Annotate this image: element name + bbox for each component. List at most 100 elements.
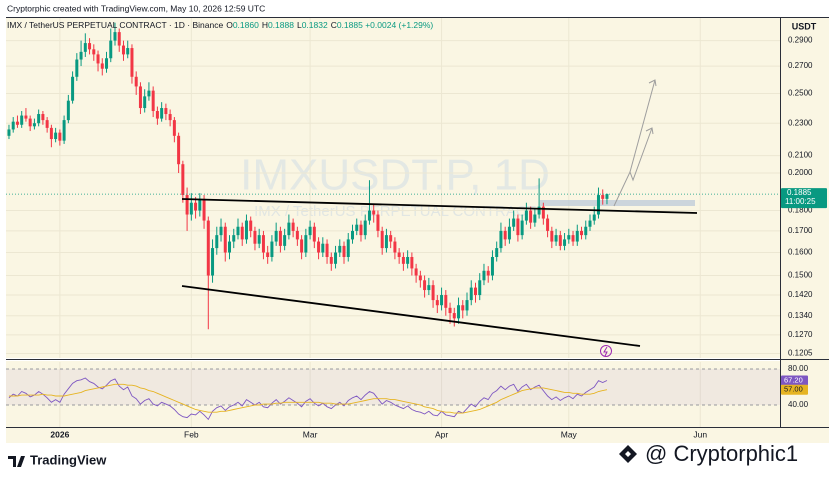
candle-body [266, 252, 270, 257]
candle-body [486, 270, 490, 276]
zone [540, 200, 695, 206]
candle-body [15, 121, 19, 125]
candle-body [435, 300, 439, 306]
candle-body [512, 218, 516, 227]
candle-body [88, 43, 92, 50]
rsi-value-label: 67.20 [784, 376, 803, 385]
candle-body [423, 280, 427, 291]
candle-body [541, 206, 545, 219]
candle-body [350, 230, 354, 240]
candle-body [389, 235, 393, 242]
candle-body [580, 230, 584, 236]
candle-body [240, 226, 244, 240]
ohlc-value: 0.1860 [232, 20, 259, 30]
candle-body [130, 48, 134, 77]
price-axis [780, 18, 829, 427]
candle-body [24, 115, 28, 119]
candle-body [452, 313, 456, 319]
y-tick-label: 0.1420 [788, 290, 813, 299]
candle-body [414, 268, 418, 276]
y-tick-label: 0.2900 [788, 36, 813, 45]
candle-body [482, 270, 486, 281]
candle-body [71, 76, 75, 101]
candle-body [359, 224, 363, 236]
event-icon[interactable] [600, 345, 612, 357]
candle-body [363, 220, 367, 236]
candle-body [177, 135, 181, 165]
candle-body [211, 248, 215, 276]
candle-body [206, 220, 210, 276]
projection-arrow [613, 127, 653, 207]
candle-body [134, 76, 138, 87]
trend-line [181, 285, 641, 347]
candle-body [575, 230, 579, 242]
y-tick-label: 0.1800 [788, 206, 813, 215]
handle: @ Cryptorphic1 [645, 441, 798, 466]
candle-body [571, 235, 575, 242]
event-icon-bolt [603, 346, 608, 357]
candle-body [596, 195, 600, 215]
candle-body [62, 120, 66, 141]
candle-body [563, 239, 567, 246]
rsi-band [6, 369, 780, 405]
candle-body [546, 218, 550, 231]
candle-body [151, 90, 155, 112]
candle-body [79, 51, 83, 60]
candle-body [300, 239, 304, 253]
candle-body [554, 235, 558, 242]
candle-body [257, 235, 261, 244]
x-tick-label: Mar [303, 429, 318, 439]
candle-body [355, 224, 359, 231]
ohlc-value: 0.1885 [336, 20, 363, 30]
candle-body [457, 305, 461, 319]
candle-body [41, 114, 45, 121]
candle-body [219, 226, 223, 236]
rsi-value-box [781, 384, 808, 395]
candle-body [198, 198, 202, 211]
x-tick-label: May [561, 429, 578, 439]
axis-labels: 2026 Feb Mar Apr May Jun 0.2900 0.2700 0.2500 0.2… [50, 36, 827, 439]
candle-body [516, 218, 520, 236]
candle-body [584, 226, 588, 236]
candle-body [143, 96, 147, 109]
candle-body [380, 230, 384, 249]
candle-body [253, 230, 257, 244]
candle-body [304, 235, 308, 253]
candle-body [367, 210, 371, 221]
candle-body [503, 230, 507, 240]
ohlc-label: L [296, 20, 302, 30]
candle-body [308, 226, 312, 236]
candle-body [537, 206, 541, 215]
candle-body [155, 111, 159, 119]
x-tick-label: Jun [693, 429, 707, 439]
candle-body [92, 49, 96, 55]
y-tick-label: 40.00 [788, 400, 809, 409]
candle-body [440, 295, 444, 306]
candle-body [100, 63, 104, 69]
candle-body [274, 230, 278, 242]
symbol-title: IMX / TetherUS PERPETUAL CONTRACT · 1D ·… [7, 20, 224, 30]
grid [6, 18, 780, 427]
arrow-head [648, 79, 657, 87]
candle-body [164, 108, 168, 115]
candle-body [117, 32, 121, 46]
candle-body [372, 210, 376, 215]
candle-body [529, 210, 533, 223]
candle-body [109, 40, 113, 59]
ohlc-value: 0.1832 [301, 20, 328, 30]
candle-body [49, 127, 53, 140]
candle-body [384, 235, 388, 249]
candle-body [431, 285, 435, 301]
y-tick-label: 0.2300 [788, 118, 813, 127]
candle-body [126, 48, 130, 55]
credit: Cryptorphic created with TradingView.com… [7, 3, 265, 13]
candle-body [11, 121, 15, 130]
candle-body [113, 32, 117, 41]
change: +0.0024 (+1.29%) [365, 20, 434, 30]
candle-body [202, 198, 206, 221]
candle-body [37, 114, 41, 124]
candle-body [287, 222, 291, 236]
candle-body [325, 243, 329, 257]
candle-body [32, 123, 36, 127]
